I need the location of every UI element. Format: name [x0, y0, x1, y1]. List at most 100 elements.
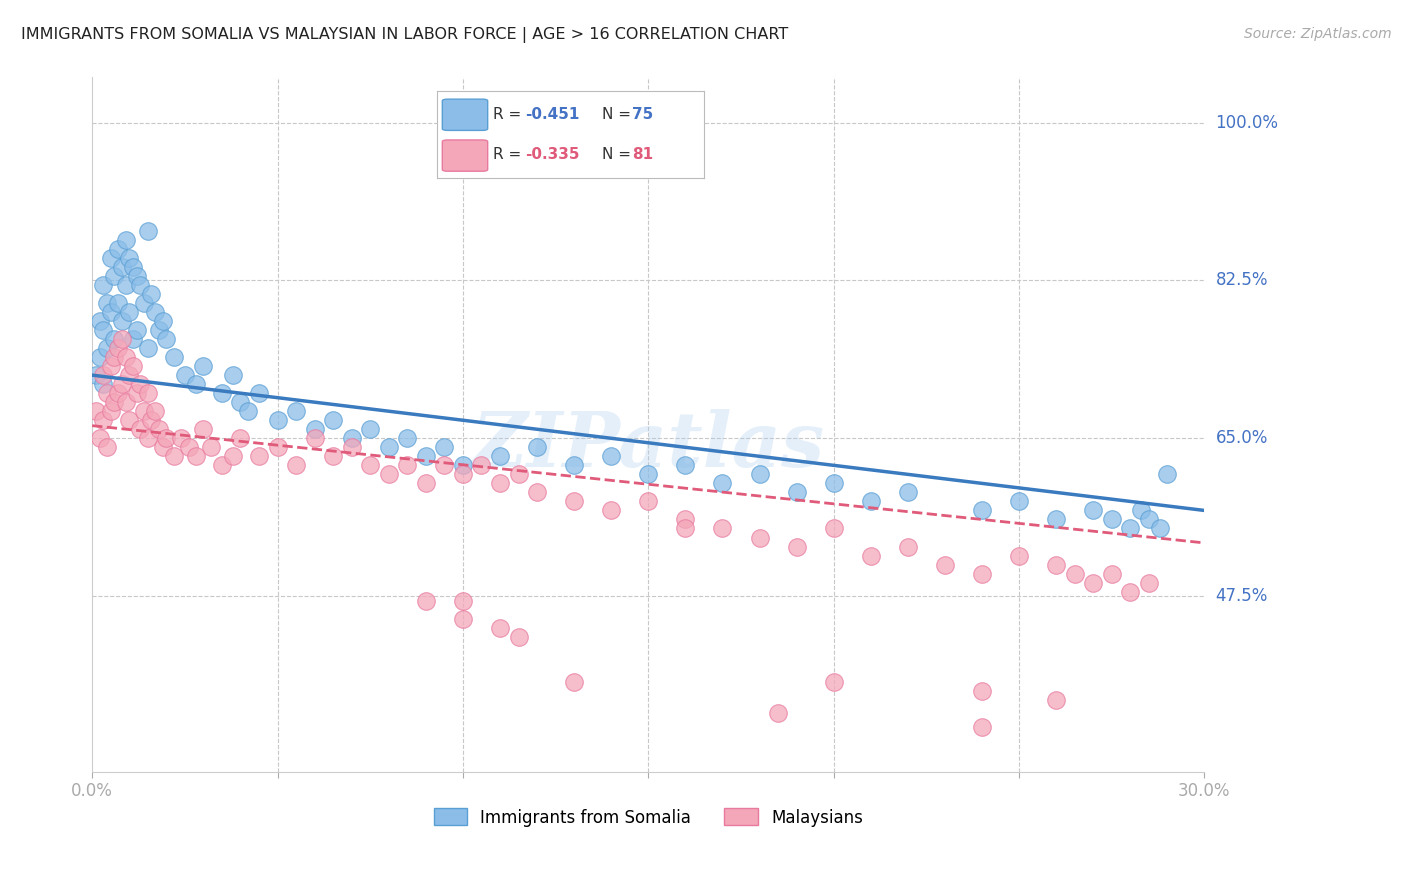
Text: 100.0%: 100.0%	[1216, 113, 1278, 131]
Point	[136, 341, 159, 355]
Point	[236, 404, 259, 418]
Point	[433, 458, 456, 473]
Point	[1119, 584, 1142, 599]
Point	[177, 440, 200, 454]
Point	[470, 458, 492, 473]
Point	[229, 395, 252, 409]
Point	[1130, 503, 1153, 517]
Point	[107, 341, 129, 355]
Point	[118, 368, 141, 383]
Point	[100, 359, 122, 373]
Point	[1083, 503, 1105, 517]
Point	[193, 422, 215, 436]
Point	[89, 314, 111, 328]
Point	[118, 251, 141, 265]
Legend: Immigrants from Somalia, Malaysians: Immigrants from Somalia, Malaysians	[427, 802, 870, 833]
Point	[91, 368, 114, 383]
Point	[125, 386, 148, 401]
Point	[96, 386, 118, 401]
Point	[600, 450, 623, 464]
Point	[451, 612, 474, 626]
Point	[184, 450, 207, 464]
Point	[415, 476, 437, 491]
Point	[359, 458, 381, 473]
Point	[118, 413, 141, 427]
Point	[91, 323, 114, 337]
Point	[148, 422, 170, 436]
Point	[396, 431, 419, 445]
Point	[748, 467, 770, 482]
Point	[508, 467, 530, 482]
Point	[136, 386, 159, 401]
Point	[489, 450, 512, 464]
Point	[823, 476, 845, 491]
Point	[359, 422, 381, 436]
Point	[103, 332, 125, 346]
Point	[107, 386, 129, 401]
Point	[489, 621, 512, 635]
Point	[562, 674, 585, 689]
Point	[637, 467, 659, 482]
Point	[526, 485, 548, 500]
Point	[859, 494, 882, 508]
Point	[200, 440, 222, 454]
Point	[136, 224, 159, 238]
Point	[103, 350, 125, 364]
Point	[103, 268, 125, 283]
Point	[748, 531, 770, 545]
Point	[562, 458, 585, 473]
Point	[91, 277, 114, 292]
Point	[1008, 549, 1031, 563]
Point	[451, 467, 474, 482]
Point	[396, 458, 419, 473]
Point	[673, 521, 696, 535]
Point	[711, 521, 734, 535]
Point	[970, 566, 993, 581]
Text: 47.5%: 47.5%	[1216, 587, 1268, 605]
Point	[340, 440, 363, 454]
Point	[129, 422, 152, 436]
Point	[84, 368, 107, 383]
Point	[711, 476, 734, 491]
Point	[786, 485, 808, 500]
Point	[91, 413, 114, 427]
Point	[1156, 467, 1178, 482]
Point	[125, 268, 148, 283]
Point	[96, 296, 118, 310]
Point	[600, 503, 623, 517]
Point	[285, 404, 308, 418]
Point	[489, 476, 512, 491]
Point	[934, 558, 956, 572]
Point	[304, 431, 326, 445]
Point	[415, 450, 437, 464]
Point	[100, 251, 122, 265]
Point	[378, 467, 401, 482]
Point	[378, 440, 401, 454]
Point	[143, 404, 166, 418]
Point	[451, 458, 474, 473]
Point	[673, 458, 696, 473]
Point	[1119, 521, 1142, 535]
Point	[118, 305, 141, 319]
Point	[222, 368, 245, 383]
Point	[786, 540, 808, 554]
Point	[148, 323, 170, 337]
Point	[526, 440, 548, 454]
Text: IMMIGRANTS FROM SOMALIA VS MALAYSIAN IN LABOR FORCE | AGE > 16 CORRELATION CHART: IMMIGRANTS FROM SOMALIA VS MALAYSIAN IN …	[21, 27, 789, 43]
Point	[96, 341, 118, 355]
Point	[132, 404, 155, 418]
Point	[1101, 512, 1123, 526]
Point	[132, 296, 155, 310]
Text: 82.5%: 82.5%	[1216, 271, 1268, 289]
Point	[897, 540, 920, 554]
Point	[184, 377, 207, 392]
Point	[562, 494, 585, 508]
Point	[193, 359, 215, 373]
Point	[114, 233, 136, 247]
Point	[91, 377, 114, 392]
Point	[136, 431, 159, 445]
Point	[152, 440, 174, 454]
Point	[163, 450, 186, 464]
Point	[111, 332, 134, 346]
Point	[114, 277, 136, 292]
